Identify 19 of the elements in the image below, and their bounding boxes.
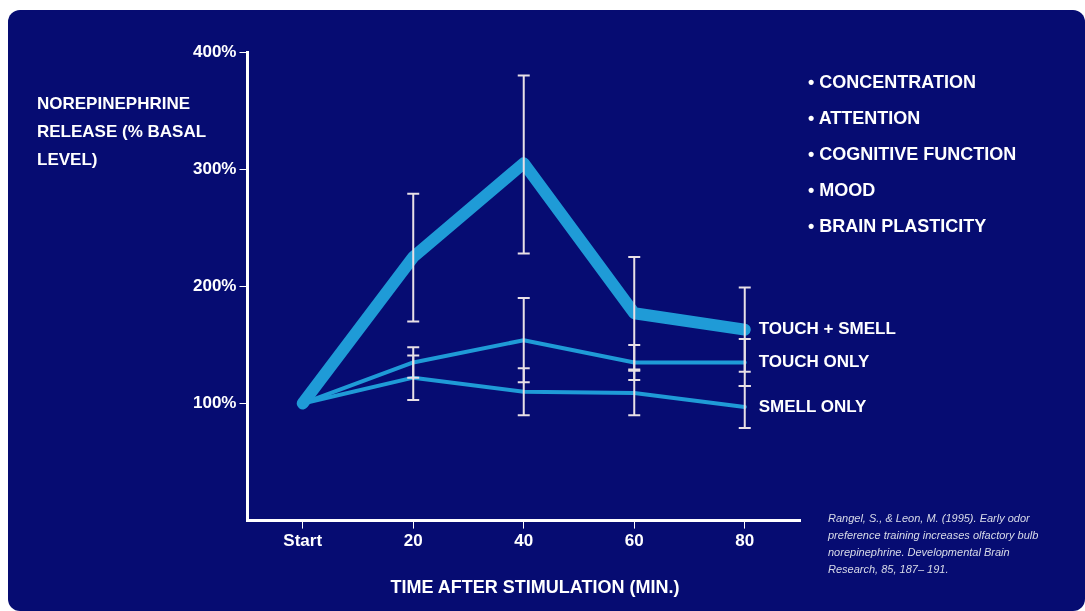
text: • CONCENTRATION bbox=[808, 71, 977, 94]
y-tick-label: 300% bbox=[193, 158, 237, 178]
series-label: SMELL ONLY bbox=[758, 396, 868, 416]
series-label: TOUCH ONLY bbox=[758, 352, 870, 372]
text: Rangel, S., & Leon, M. (1995). Early odor preference training increases olfactory bulb norepinephrine. Developmental Brain Research, 85, 187– 191. bbox=[828, 511, 1040, 577]
y-tick-label: 100% bbox=[193, 393, 237, 413]
x-tick-label: 80 bbox=[735, 531, 755, 551]
text: • ATTENTION bbox=[808, 107, 922, 130]
x-tick-label: Start bbox=[283, 531, 323, 551]
y-tick-label: 400% bbox=[193, 41, 237, 61]
text: • COGNITIVE FUNCTION bbox=[808, 143, 1017, 166]
series-label: TOUCH + SMELL bbox=[758, 319, 896, 339]
text: • BRAIN PLASTICITY bbox=[808, 215, 988, 238]
text: • MOOD bbox=[808, 179, 877, 202]
y-tick-label: 200% bbox=[193, 275, 237, 295]
x-tick-label: 20 bbox=[403, 531, 423, 551]
x-tick-label: 40 bbox=[514, 531, 534, 551]
x-tick-label: 60 bbox=[624, 531, 644, 551]
x-axis-title: TIME AFTER STIMULATION (MIN.) bbox=[389, 577, 681, 598]
